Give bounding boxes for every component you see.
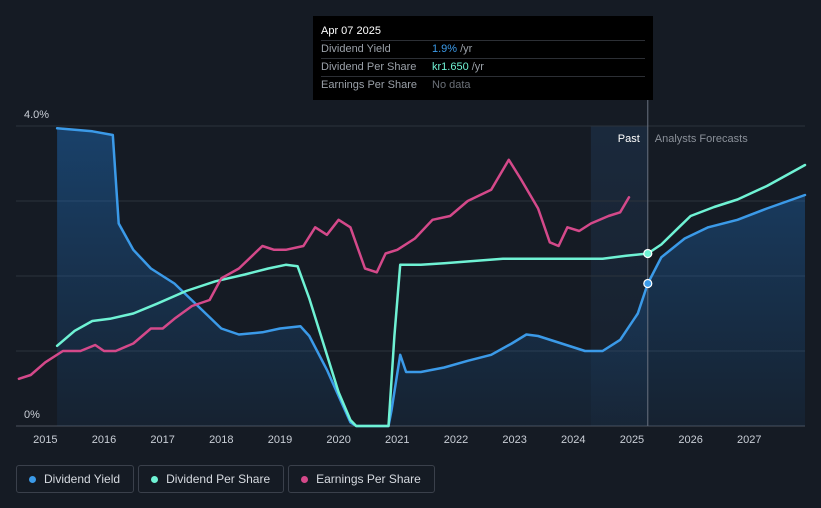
y-tick-label: 4.0%: [24, 109, 49, 121]
legend-item-dividend-yield[interactable]: Dividend Yield: [16, 465, 135, 493]
legend-label: Earnings Per Share: [316, 472, 421, 486]
y-tick-label: 0%: [24, 409, 40, 421]
x-tick-label: 2020: [326, 434, 350, 446]
tooltip-row-earnings-per-share: Earnings Per Share No data: [321, 76, 645, 94]
x-tick-label: 2024: [561, 434, 585, 446]
forecast-region-label: Analysts Forecasts: [655, 133, 748, 145]
x-tick-label: 2022: [444, 434, 468, 446]
series-line-dividend-yield: [55, 127, 807, 428]
series-markers: [643, 248, 653, 289]
past-region-label: Past: [618, 133, 640, 145]
legend-label: Dividend Per Share: [166, 472, 271, 486]
x-tick-label: 2019: [268, 434, 292, 446]
series-lines: [17, 127, 807, 428]
tooltip-value: 1.9%: [432, 43, 458, 55]
hover-tooltip: Apr 07 2025 Dividend Yield 1.9% /yr Divi…: [313, 16, 653, 100]
x-tick-label: 2025: [620, 434, 644, 446]
y-axis-labels: 4.0% 0%: [24, 109, 49, 421]
tooltip-date: Apr 07 2025: [321, 25, 381, 37]
tooltip-value: kr1.650: [432, 61, 469, 73]
legend-dot-icon: [301, 475, 309, 483]
tooltip-label: Dividend Per Share: [321, 61, 417, 73]
x-tick-label: 2026: [678, 434, 702, 446]
chart-legend: Dividend Yield Dividend Per Share Earnin…: [16, 465, 435, 493]
x-tick-label: 2015: [33, 434, 57, 446]
series-area-dividend-yield: [57, 128, 806, 427]
x-tick-label: 2021: [385, 434, 409, 446]
legend-item-earnings-per-share[interactable]: Earnings Per Share: [288, 465, 435, 493]
marker-dividend-per-share: [643, 248, 653, 259]
x-tick-label: 2023: [502, 434, 526, 446]
series-line-earnings-per-share: [17, 158, 631, 381]
tooltip-unit: /yr: [471, 61, 484, 73]
tooltip-value: No data: [432, 79, 471, 91]
tooltip-row-dividend-yield: Dividend Yield 1.9% /yr: [321, 40, 645, 58]
tooltip-label: Dividend Yield: [321, 43, 391, 55]
series-areas: [57, 128, 806, 427]
tooltip-label: Earnings Per Share: [321, 79, 417, 91]
x-tick-label: 2018: [209, 434, 233, 446]
legend-dot-icon: [151, 475, 159, 483]
tooltip-row-dividend-per-share: Dividend Per Share kr1.650 /yr: [321, 58, 645, 76]
x-tick-label: 2017: [150, 434, 174, 446]
legend-label: Dividend Yield: [44, 472, 121, 486]
legend-item-dividend-per-share[interactable]: Dividend Per Share: [138, 465, 285, 493]
tooltip-unit: /yr: [460, 43, 473, 55]
x-axis-labels: 2015 2016 2017 2018 2019 2020 2021 2022 2023 2024…: [33, 434, 761, 446]
legend-dot-icon: [29, 475, 36, 483]
x-tick-label: 2016: [92, 434, 116, 446]
x-tick-label: 2027: [737, 434, 761, 446]
marker-dividend-yield: [643, 278, 653, 289]
series-line-dividend-per-share: [55, 163, 807, 428]
